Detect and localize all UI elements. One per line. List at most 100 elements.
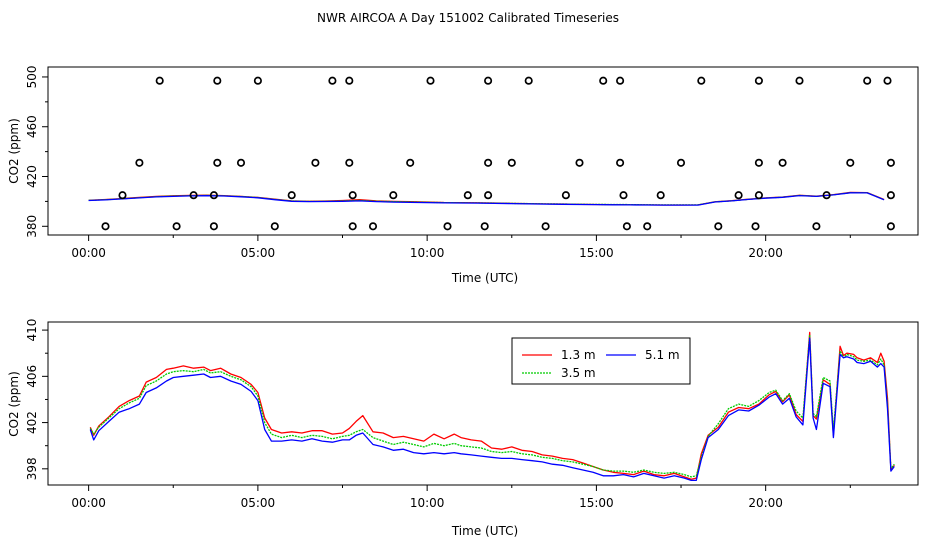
flask-point	[287, 191, 296, 200]
flask-point	[426, 76, 435, 85]
flask-point	[443, 222, 452, 231]
flask-point	[209, 191, 218, 200]
flask-point	[886, 158, 895, 167]
bottom-x-tick-label: 00:00	[71, 496, 106, 510]
flask-point	[622, 222, 631, 231]
bottom-x-tick-label: 05:00	[241, 496, 276, 510]
bottom-y-axis: 398 402 406 410	[25, 319, 48, 480]
flask-point	[541, 222, 550, 231]
top-x-tick-label: 15:00	[579, 246, 614, 260]
flask-point	[236, 158, 246, 167]
flask-point	[616, 158, 625, 167]
flask-point	[172, 222, 181, 231]
flask-point	[345, 76, 354, 85]
bottom-y-tick-label: 398	[25, 457, 39, 480]
flask-point	[643, 222, 652, 231]
flask-point	[253, 76, 262, 85]
flask-point	[484, 158, 493, 167]
flask-point	[676, 158, 686, 167]
flask-point	[155, 76, 164, 85]
flask-point	[697, 76, 706, 85]
bottom-x-tick-label: 20:00	[748, 496, 783, 510]
flask-point	[484, 76, 493, 85]
flask-point	[213, 158, 222, 167]
top-series-layer	[88, 191, 885, 206]
top-x-tick-label: 20:00	[748, 246, 783, 260]
top-flask-layer	[101, 76, 895, 231]
flask-point	[189, 191, 198, 200]
flask-point	[778, 158, 787, 167]
flask-point	[754, 158, 763, 167]
legend-label-1-3m: 1.3 m	[561, 348, 596, 362]
flask-point	[754, 76, 763, 85]
flask-point	[406, 158, 415, 167]
flask-point	[101, 222, 110, 231]
flask-point	[328, 76, 337, 85]
flask-point	[863, 76, 872, 85]
bottom-plot-frame	[47, 321, 919, 486]
top-panel: 380 420 460 500 00:00 05:00 10:00 15:00 20:00 T…	[7, 66, 919, 285]
bottom-series-3-5-m	[89, 334, 895, 478]
bottom-x-tick-label: 10:00	[410, 496, 445, 510]
top-y-tick-label: 500	[25, 66, 39, 89]
flask-point	[599, 76, 608, 85]
flask-point	[463, 191, 472, 200]
flask-point	[345, 158, 354, 167]
top-x-label: Time (UTC)	[451, 271, 518, 285]
flask-point	[883, 76, 892, 85]
legend-label-5-1m: 5.1 m	[645, 348, 680, 362]
flask-point	[616, 76, 625, 85]
bottom-y-tick-label: 410	[25, 319, 39, 342]
top-x-axis: 00:00 05:00 10:00 15:00 20:00	[71, 235, 851, 260]
flask-point	[311, 158, 320, 167]
flask-point	[656, 191, 665, 200]
flask-point	[348, 191, 357, 200]
flask-point	[389, 191, 398, 200]
top-plot-frame	[47, 66, 919, 236]
flask-point	[734, 191, 743, 200]
bottom-series-5-1-m	[89, 337, 895, 482]
top-y-tick-label: 420	[25, 165, 39, 188]
flask-point	[209, 222, 218, 231]
top-y-axis: 380 420 460 500	[25, 66, 48, 238]
bottom-series-1-3-m	[89, 331, 895, 480]
flask-point	[507, 158, 516, 167]
bottom-x-axis: 00:00 05:00 10:00 15:00 20:00	[71, 485, 851, 510]
bottom-series-layer	[89, 331, 895, 482]
legend-label-3-5m: 3.5 m	[561, 366, 596, 380]
flask-point	[135, 158, 144, 167]
flask-point	[886, 191, 895, 200]
flask-point	[561, 191, 570, 200]
flask-point	[754, 191, 763, 200]
flask-point	[368, 222, 378, 231]
top-x-tick-label: 10:00	[410, 246, 445, 260]
legend: 1.3 m 5.1 m 3.5 m	[511, 337, 691, 385]
flask-point	[213, 76, 222, 85]
flask-point	[822, 191, 831, 200]
top-x-tick-label: 00:00	[71, 246, 106, 260]
legend-box	[511, 337, 691, 385]
bottom-y-label: CO2 (ppm)	[7, 371, 21, 437]
bottom-panel: 398 402 406 410 00:00 05:00 10:00 15:00 20:00 T…	[7, 319, 919, 538]
top-y-label: CO2 (ppm)	[7, 118, 21, 184]
flask-point	[795, 76, 804, 85]
top-series-5-1-m	[88, 192, 885, 206]
flask-point	[484, 191, 493, 200]
flask-point	[751, 222, 760, 231]
flask-point	[118, 191, 127, 200]
flask-point	[480, 222, 489, 231]
flask-point	[524, 76, 533, 85]
flask-point	[575, 158, 584, 167]
top-y-tick-label: 460	[25, 115, 39, 138]
top-y-tick-label: 380	[25, 215, 39, 238]
top-x-tick-label: 05:00	[241, 246, 276, 260]
flask-point	[812, 222, 821, 231]
flask-point	[846, 158, 855, 167]
flask-point	[619, 191, 628, 200]
bottom-y-tick-label: 406	[25, 365, 39, 388]
flask-point	[886, 222, 895, 231]
bottom-x-tick-label: 15:00	[579, 496, 614, 510]
figure-title: NWR AIRCOA A Day 151002 Calibrated Times…	[317, 11, 619, 25]
flask-point	[714, 222, 723, 231]
